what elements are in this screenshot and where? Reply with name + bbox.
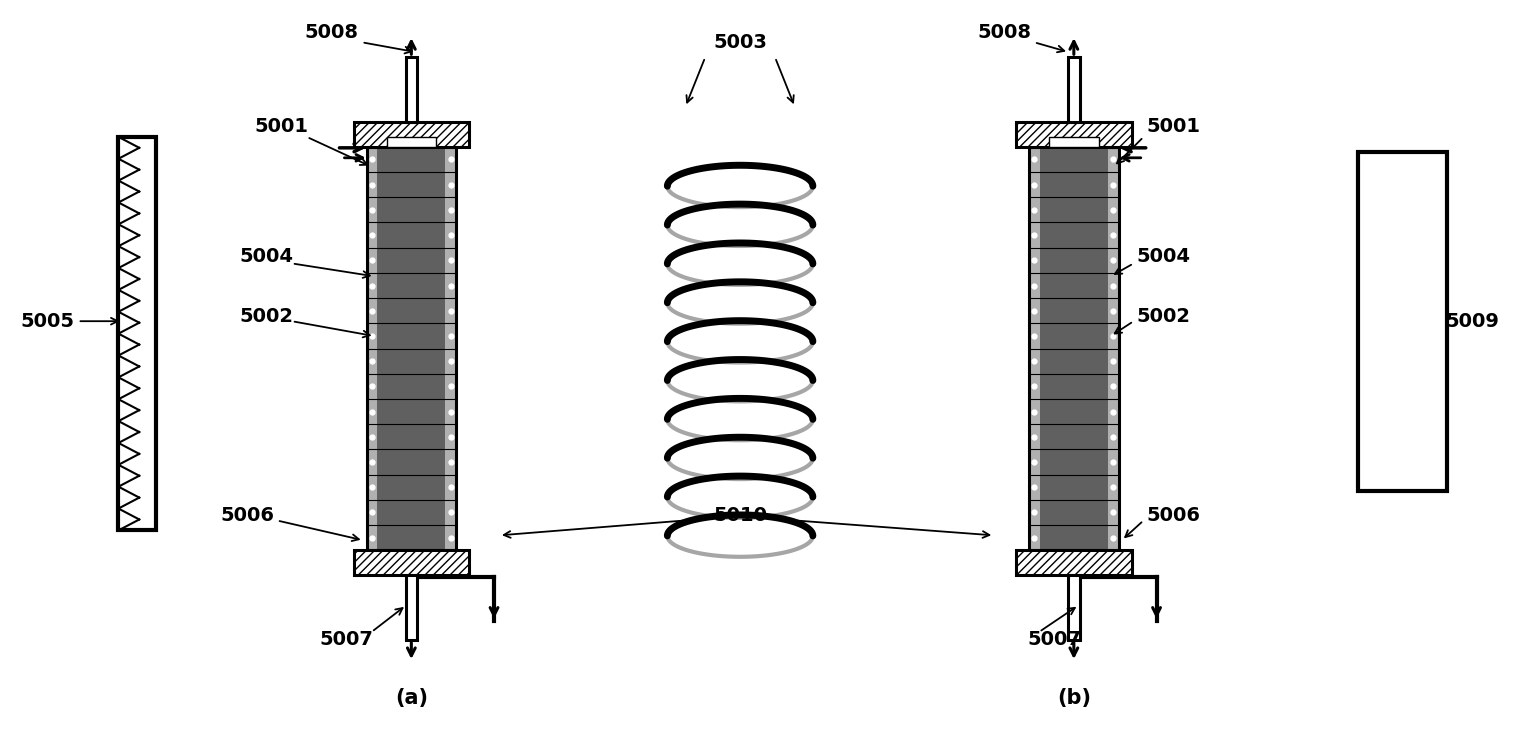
Text: 5003: 5003 xyxy=(713,33,767,52)
Text: 5007: 5007 xyxy=(1027,631,1081,649)
Bar xyxy=(1028,147,1041,551)
Text: (a): (a) xyxy=(395,688,427,708)
Text: 5004: 5004 xyxy=(240,247,294,266)
Text: 5001: 5001 xyxy=(1147,117,1200,136)
Bar xyxy=(406,575,417,640)
Bar xyxy=(446,147,456,551)
Bar xyxy=(1028,147,1119,551)
Text: 5008: 5008 xyxy=(304,23,358,41)
Bar xyxy=(1068,57,1079,122)
Text: 5001: 5001 xyxy=(255,117,309,136)
Bar xyxy=(1016,551,1131,575)
Bar xyxy=(1041,147,1108,551)
Bar xyxy=(1357,152,1448,491)
Bar xyxy=(354,551,469,575)
Text: 5005: 5005 xyxy=(20,312,75,330)
Bar xyxy=(354,122,469,147)
Text: (b): (b) xyxy=(1057,688,1091,708)
Text: 5008: 5008 xyxy=(978,23,1031,41)
Bar xyxy=(354,122,469,147)
Text: 5002: 5002 xyxy=(1136,307,1191,326)
Bar xyxy=(366,147,378,551)
Bar xyxy=(378,147,446,551)
Text: 5010: 5010 xyxy=(713,506,767,525)
Text: 5006: 5006 xyxy=(220,506,274,525)
Bar xyxy=(406,57,417,122)
Bar xyxy=(354,551,469,575)
Bar xyxy=(387,137,437,147)
Text: 5004: 5004 xyxy=(1136,247,1191,266)
Bar xyxy=(1016,122,1131,147)
Bar xyxy=(1016,551,1131,575)
Text: 5006: 5006 xyxy=(1147,506,1200,525)
Bar xyxy=(118,137,157,531)
Bar xyxy=(1050,137,1099,147)
Text: 5002: 5002 xyxy=(240,307,294,326)
Bar xyxy=(1016,122,1131,147)
Text: 5009: 5009 xyxy=(1445,312,1499,330)
Text: 5007: 5007 xyxy=(320,631,373,649)
Bar xyxy=(1068,575,1079,640)
Bar xyxy=(1108,147,1119,551)
Bar xyxy=(366,147,456,551)
